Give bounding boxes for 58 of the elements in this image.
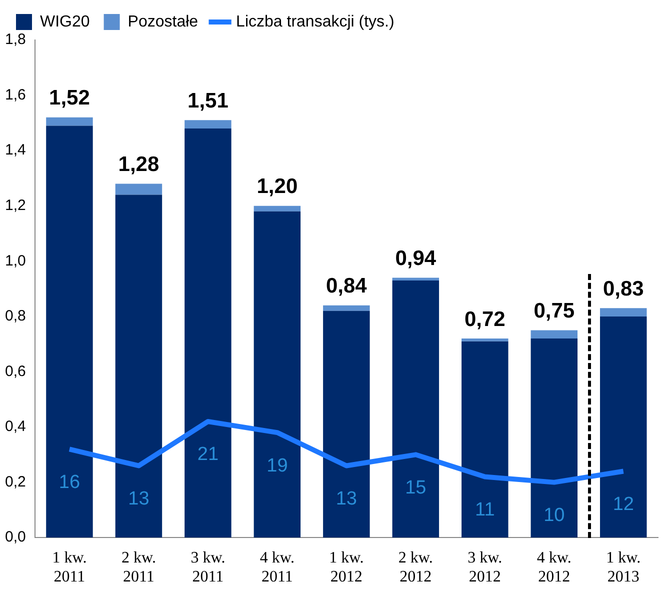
x-tick-label: 4 kw. 2011 — [260, 549, 294, 586]
data-label: 12 — [612, 494, 634, 515]
y-tick-label: 1,6 — [4, 86, 26, 104]
total-label: 0,83 — [602, 277, 644, 300]
bar — [462, 341, 508, 538]
total-label: 1,28 — [118, 153, 160, 176]
y-tick-label: 1,0 — [4, 252, 26, 270]
y-tick-label: 0,6 — [4, 362, 26, 380]
total-label: 0,94 — [395, 247, 436, 270]
bar — [184, 128, 232, 538]
y-tick-label: 1,2 — [4, 197, 26, 214]
bar — [115, 184, 162, 195]
bar — [254, 206, 301, 212]
bar — [530, 330, 578, 339]
data-label: 21 — [197, 444, 219, 466]
x-tick-label: 1 kw. 2011 — [52, 549, 87, 586]
x-tick-label: 4 kw. 2012 — [536, 549, 572, 586]
bar — [115, 194, 162, 538]
x-tick-label: 3 kw. 2012 — [468, 549, 502, 586]
bar — [462, 338, 508, 342]
total-label: 1,51 — [188, 89, 229, 112]
y-tick-label: 0,0 — [4, 528, 26, 546]
data-label: 13 — [336, 488, 357, 510]
legend-label: Pozostałe — [128, 13, 198, 30]
total-label: 0,84 — [326, 274, 368, 298]
data-label: 10 — [544, 505, 565, 526]
x-tick-label: 1 kw. 2013 — [606, 549, 641, 586]
x-tick-label: 2 kw. 2011 — [121, 549, 156, 586]
total-label: 1,52 — [49, 86, 90, 110]
bar — [254, 211, 301, 538]
legend-label: Liczba transakcji (tys.) — [236, 13, 394, 30]
bar — [392, 280, 440, 538]
bar — [184, 120, 232, 128]
y-tick-label: 0,8 — [4, 308, 26, 325]
y-tick-label: 1,8 — [4, 31, 26, 48]
legend-label: WIG20 — [40, 13, 90, 30]
total-label: 1,20 — [256, 175, 298, 198]
data-label: 11 — [475, 500, 495, 521]
x-tick-label: 3 kw. 2011 — [190, 549, 226, 586]
data-label: 19 — [266, 455, 288, 476]
bar — [392, 278, 440, 281]
bar — [530, 338, 578, 538]
bar — [600, 308, 647, 316]
data-label: 16 — [58, 472, 80, 493]
bar — [600, 316, 647, 538]
x-tick-label: 2 kw. 2012 — [398, 549, 433, 586]
bar — [46, 126, 93, 538]
y-tick-label: 0,2 — [4, 473, 26, 490]
total-label: 0,72 — [464, 308, 506, 331]
bar — [323, 305, 370, 311]
bar — [46, 117, 93, 126]
y-tick-label: 1,4 — [4, 142, 26, 159]
data-label: 13 — [128, 488, 150, 510]
total-label: 0,75 — [534, 300, 575, 323]
bar — [323, 310, 370, 538]
x-tick-label: 1 kw. 2012 — [329, 549, 364, 586]
data-label: 15 — [405, 477, 426, 498]
y-tick-label: 0,4 — [4, 418, 26, 436]
